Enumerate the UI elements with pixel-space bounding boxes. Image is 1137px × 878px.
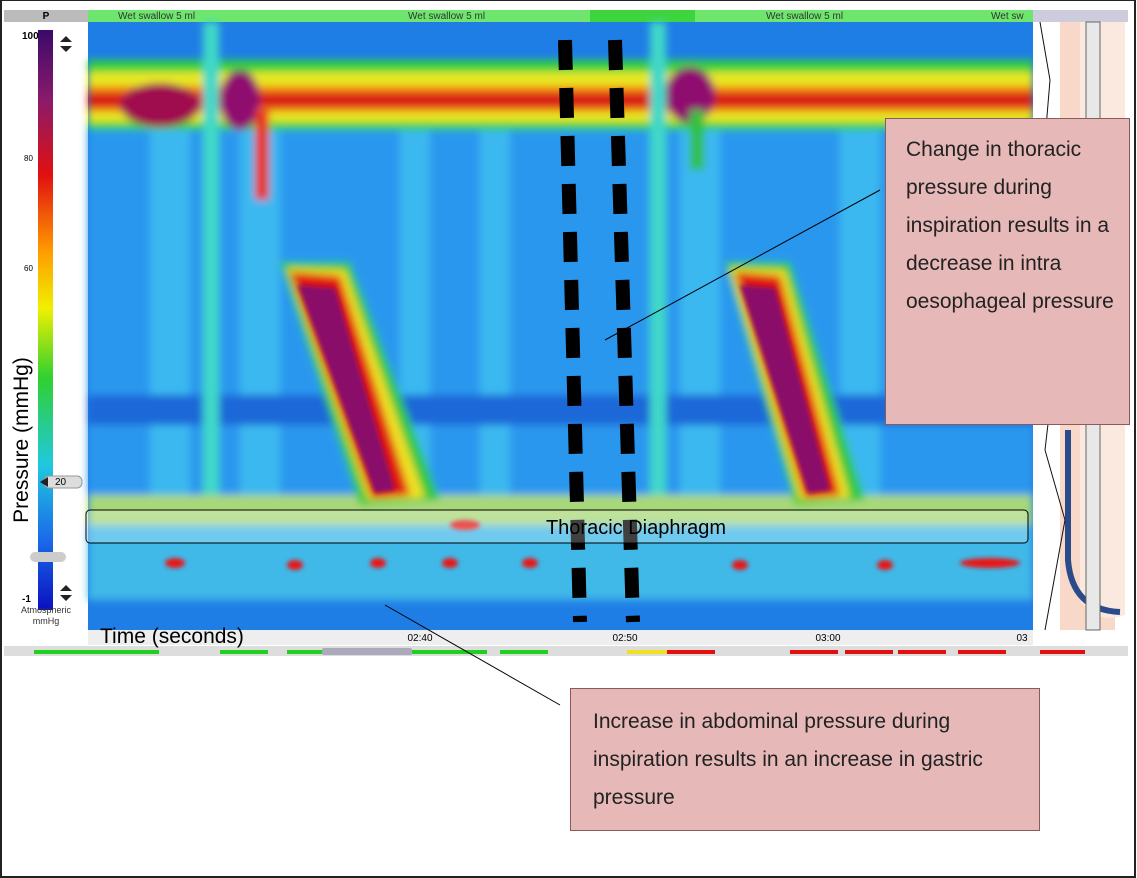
shape [500, 650, 548, 654]
shape [442, 558, 458, 568]
shape [845, 650, 893, 654]
shape [150, 130, 190, 500]
shape [650, 22, 666, 522]
time-label: 03 [1016, 633, 1028, 644]
shape [627, 650, 667, 654]
p-label: P [43, 11, 50, 22]
shape [790, 650, 838, 654]
shape [958, 650, 1006, 654]
diaphragm-label: Thoracic Diaphragm [546, 517, 726, 539]
time-label: 02:50 [612, 633, 637, 644]
scale-label: 60 [24, 264, 33, 273]
shape [590, 10, 695, 22]
shape [34, 650, 159, 654]
shape [877, 560, 893, 570]
time-label: 03:00 [815, 633, 840, 644]
toolbar-events [88, 10, 1033, 22]
shape [1040, 650, 1085, 654]
event-label: Wet sw [991, 11, 1024, 22]
shape [287, 560, 303, 570]
shape [667, 650, 715, 654]
event-label: Wet swallow 5 ml [118, 11, 195, 22]
y-axis-label: Pressure (mmHg) [10, 357, 33, 523]
slider[interactable] [30, 552, 66, 562]
shape [322, 648, 412, 655]
color-bar [38, 30, 53, 610]
time-label: 02:40 [407, 633, 432, 644]
toolbar-nav [1033, 10, 1128, 22]
unit-label: Atmospheric [21, 605, 72, 615]
x-axis-label: Time (seconds) [100, 625, 244, 648]
shape [370, 558, 386, 568]
unit-label: mmHg [33, 616, 60, 626]
scale-label: 80 [24, 154, 33, 163]
shape [522, 558, 538, 568]
shape [220, 650, 268, 654]
shape [898, 650, 946, 654]
thoracic-note: Change in thoracic pressure during inspi… [885, 118, 1130, 425]
shape [732, 560, 748, 570]
scale-label: 20 [55, 477, 67, 488]
abdominal-note: Increase in abdominal pressure during in… [570, 688, 1040, 831]
shape [120, 83, 200, 127]
shape [165, 558, 185, 568]
shape [680, 130, 720, 500]
scale-label: -1 [22, 594, 31, 605]
shape [203, 22, 219, 522]
event-label: Wet swallow 5 ml [766, 11, 843, 22]
page: P Wet swallow 5 ml Wet swallow 5 ml Wet … [0, 0, 1137, 878]
shape [220, 70, 260, 130]
shape [480, 130, 510, 500]
scale-label: 100 [22, 31, 39, 42]
event-label: Wet swallow 5 ml [408, 11, 485, 22]
shape [690, 110, 704, 170]
shape [960, 558, 1020, 568]
shape [255, 110, 269, 200]
